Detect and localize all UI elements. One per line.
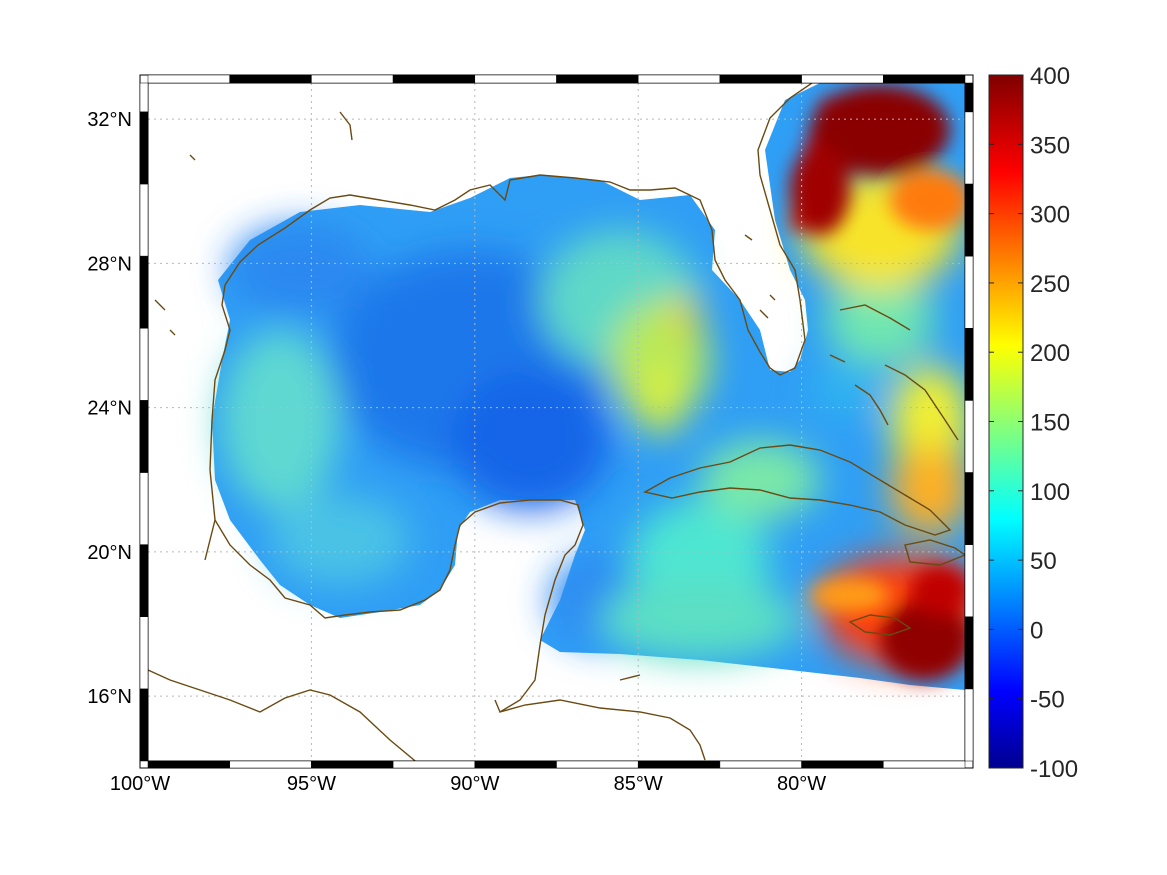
central-america-coastline <box>148 669 417 761</box>
frame-segment-left <box>139 255 149 329</box>
frame-segment-right <box>964 82 974 113</box>
colorbar-ticks: 400 350 300 250 200 150 100 50 0 -50 -100 <box>989 63 1078 783</box>
latitude-label: 32°N <box>87 109 132 131</box>
frame-segment-left <box>139 616 149 690</box>
frame-segment-top <box>556 74 639 84</box>
latitude-label: 28°N <box>87 253 132 275</box>
map-field <box>212 83 965 690</box>
frame-segment-top <box>474 74 557 84</box>
frame-segment-bottom <box>883 760 966 769</box>
frame-segment-right <box>964 327 974 401</box>
frame-segment-bottom <box>719 760 802 769</box>
frame-segment-left <box>139 183 149 257</box>
frame-segment-right <box>964 688 974 762</box>
frame-segment-right <box>964 183 974 257</box>
frame-segment-left <box>139 688 149 762</box>
frame-segment-left <box>139 400 149 473</box>
frame-segment-top <box>883 74 966 84</box>
longitude-label: 95°W <box>287 773 336 795</box>
longitude-label: 90°W <box>450 773 499 795</box>
frame-segment-top <box>719 74 802 84</box>
frame-segment-left <box>139 472 149 545</box>
frame-segment-bottom <box>801 760 884 769</box>
hispaniola-coastline <box>904 539 965 566</box>
colorbar-tick-label: 50 <box>1030 548 1057 575</box>
frame-segment-top <box>637 74 721 84</box>
frame-segment-left <box>139 82 149 113</box>
us-gulf-coastline <box>204 83 813 561</box>
frame-segment-top <box>801 74 884 84</box>
latitude-label: 20°N <box>87 542 132 564</box>
latitude-label: 24°N <box>87 398 132 420</box>
honduras-coastline <box>499 699 706 761</box>
colorbar-tick-label: 300 <box>1030 202 1070 229</box>
frame-segment-left <box>139 111 149 185</box>
longitude-label: 85°W <box>614 773 663 795</box>
colorbar-tick-label: 200 <box>1030 340 1070 367</box>
colorbar-tick-label: -50 <box>1030 687 1065 714</box>
bahamas-coastline <box>829 304 959 441</box>
frame-segment-right <box>964 255 974 329</box>
frame-segment-top <box>229 74 312 84</box>
frame-segment-bottom <box>637 760 721 769</box>
colorbar: 400 350 300 250 200 150 100 50 0 -50 -100 <box>988 63 1078 783</box>
frame-segment-bottom <box>311 760 394 769</box>
colorbar-gradient <box>988 74 1024 769</box>
frame-segment-bottom <box>392 760 476 769</box>
frame-segment-left <box>139 327 149 401</box>
frame-segment-top <box>311 74 394 84</box>
map-grid <box>148 83 965 761</box>
frame-segment-bottom <box>556 760 639 769</box>
frame-segment-top <box>147 74 230 84</box>
map-frame <box>139 74 974 769</box>
coastlines <box>148 83 965 761</box>
frame-segment-right <box>964 400 974 473</box>
frame-segment-bottom <box>474 760 557 769</box>
colorbar-tick-label: 250 <box>1030 271 1070 298</box>
frame-segment-top <box>392 74 476 84</box>
frame-segment-bottom <box>147 760 230 769</box>
jamaica-coastline <box>848 614 912 636</box>
latitude-label: 16°N <box>87 686 132 708</box>
small-islands <box>154 111 776 681</box>
colorbar-tick-label: 350 <box>1030 132 1070 159</box>
frame-segment-left <box>139 544 149 617</box>
mexico-coastline <box>214 499 584 714</box>
cuba-coastline <box>643 444 952 536</box>
colorbar-tick-label: 100 <box>1030 479 1070 506</box>
colorbar-tick-label: 0 <box>1030 617 1043 644</box>
frame-segment-right <box>964 544 974 617</box>
longitude-label: 100°W <box>110 773 170 795</box>
frame-segment-right <box>964 111 974 185</box>
latitude-labels: 16°N 20°N 24°N 28°N 32°N <box>87 109 132 708</box>
colorbar-tick-label: -100 <box>1030 756 1078 783</box>
longitude-labels: 100°W 95°W 90°W 85°W 80°W <box>110 773 826 795</box>
frame-segment-right <box>964 472 974 545</box>
colorbar-tick-label: 150 <box>1030 410 1070 437</box>
colorbar-tick-label: 400 <box>1030 63 1070 90</box>
frame-segment-right <box>964 616 974 690</box>
frame-segment-bottom <box>229 760 312 769</box>
longitude-label: 80°W <box>777 773 826 795</box>
